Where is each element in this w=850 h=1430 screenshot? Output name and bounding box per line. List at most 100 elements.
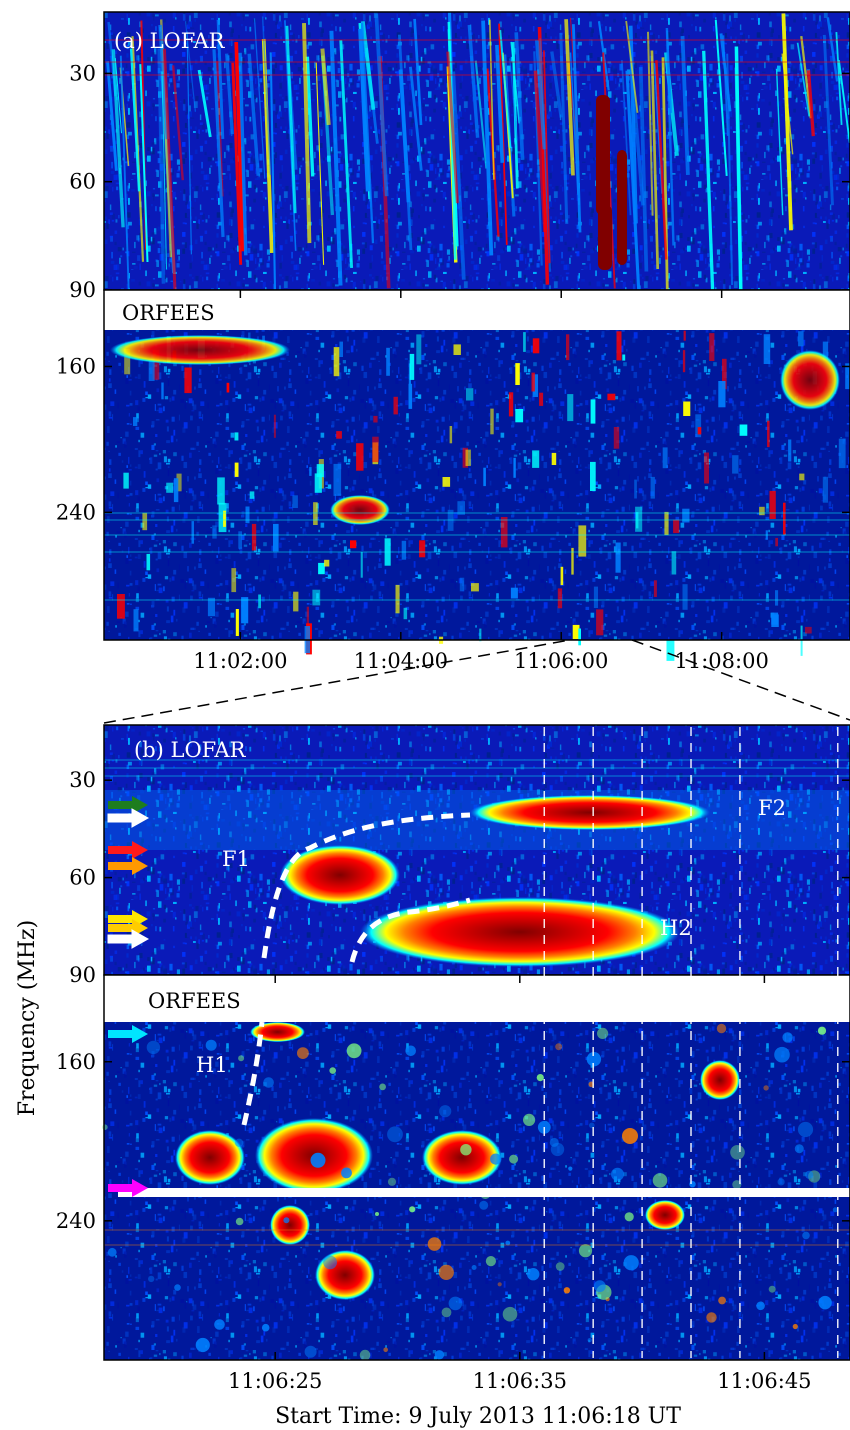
emission-speck (434, 1350, 445, 1360)
emission-speck (505, 1240, 511, 1246)
emission-patch (845, 363, 850, 390)
burst-streak (111, 49, 125, 228)
emission-blob (700, 1060, 740, 1100)
emission-speck (805, 1170, 814, 1179)
burst-streak (722, 35, 729, 136)
burst-streak (514, 32, 525, 160)
type-burst-core (598, 205, 612, 270)
emission-patch (704, 452, 709, 484)
y-tick-label: 30 (69, 768, 96, 792)
emission-patch (416, 334, 422, 365)
emission-patch (212, 525, 217, 539)
emission-speck (471, 1265, 477, 1270)
emission-blob (315, 1250, 375, 1300)
emission-patch (838, 438, 846, 469)
burst-streak (734, 67, 742, 291)
emission-speck (497, 1282, 502, 1287)
bright-region (110, 335, 290, 365)
emission-patch (523, 332, 526, 352)
emission-speck (383, 1347, 389, 1353)
data-gap-band (118, 1188, 850, 1197)
emission-patch (682, 350, 686, 373)
emission-patch (515, 363, 520, 385)
burst-streak (572, 24, 582, 233)
emission-patch (653, 580, 657, 597)
emission-patch (551, 452, 557, 465)
panel-a-lofar: (a) LOFAR 30 60 90 (69, 11, 850, 302)
burst-streak (835, 32, 843, 125)
emission-speck (756, 1301, 765, 1311)
burst-streak (621, 60, 632, 216)
emission-patch (622, 354, 626, 361)
burst-streak (358, 28, 370, 192)
emission-speck (235, 1217, 244, 1226)
emission-patch (471, 583, 479, 592)
emission-patch (567, 394, 574, 422)
emission-speck (439, 1105, 452, 1118)
emission-speck (802, 1231, 810, 1240)
burst-streak (114, 58, 122, 134)
emission-patch (117, 594, 125, 619)
y-ticks-b-orfees: 160 240 (56, 1050, 850, 1233)
emission-speck (205, 1039, 217, 1051)
emission-patch (409, 353, 415, 380)
emission-speck (550, 1142, 565, 1157)
burst-streak (451, 71, 466, 280)
emission-patch (732, 455, 739, 474)
emission-patch (226, 382, 230, 393)
emission-patch (697, 427, 702, 435)
emission-speck (214, 1319, 225, 1330)
emission-speck (555, 1262, 565, 1271)
emission-speck (310, 1152, 326, 1168)
burst-streak (481, 20, 494, 256)
emission-patch (245, 506, 250, 524)
panel-label-a-lofar: (a) LOFAR (114, 29, 226, 53)
emission-patch (142, 512, 148, 531)
burst-streak (702, 50, 715, 291)
emission-patch (401, 540, 407, 560)
emission-speck (283, 1217, 290, 1224)
emission-patch (372, 436, 379, 463)
emission-patch (783, 502, 786, 535)
emission-speck (716, 1023, 727, 1034)
emission-patch (318, 562, 325, 575)
emission-speck (387, 1126, 403, 1143)
frequency-arrow (108, 1025, 148, 1043)
emission-patch (515, 409, 524, 423)
frequency-arrow (107, 808, 150, 828)
emission-speck (586, 1052, 602, 1067)
frame-b-orfees (103, 974, 850, 1361)
spectrogram-b-orfees (102, 1022, 850, 1361)
emission-patch (483, 467, 486, 487)
emission-patch (722, 358, 727, 390)
emission-patch (539, 392, 544, 406)
burst-streak (796, 42, 811, 117)
emission-patch (739, 424, 748, 436)
emission-speck (238, 1055, 245, 1062)
emission-patch (462, 447, 468, 468)
feature-label-h2: H2 (660, 916, 692, 940)
emission-patch (148, 358, 155, 381)
burst-streak (162, 48, 177, 291)
emission-patch (324, 559, 330, 567)
frequency-arrow (108, 1179, 148, 1197)
emission-patch (273, 414, 276, 438)
emission-speck (689, 1181, 696, 1188)
spectrogram-a-lofar (104, 12, 850, 291)
burst-streak (285, 25, 297, 214)
emission-patch (403, 607, 408, 620)
emission-speck (409, 1206, 416, 1213)
emission-blob (645, 1200, 685, 1230)
burst-streak (650, 50, 660, 270)
x-tick-label: 11:04:00 (354, 649, 448, 673)
emission-patch (273, 523, 279, 552)
burst-streak (360, 21, 376, 110)
burst-streak (261, 16, 272, 175)
burst-streak (157, 48, 166, 284)
burst-streak (161, 71, 168, 270)
burst-streak (559, 32, 569, 224)
emission-patch (333, 463, 342, 496)
emission-speck (485, 1256, 496, 1267)
frequency-arrow (108, 796, 148, 814)
burst-streak (253, 18, 266, 179)
